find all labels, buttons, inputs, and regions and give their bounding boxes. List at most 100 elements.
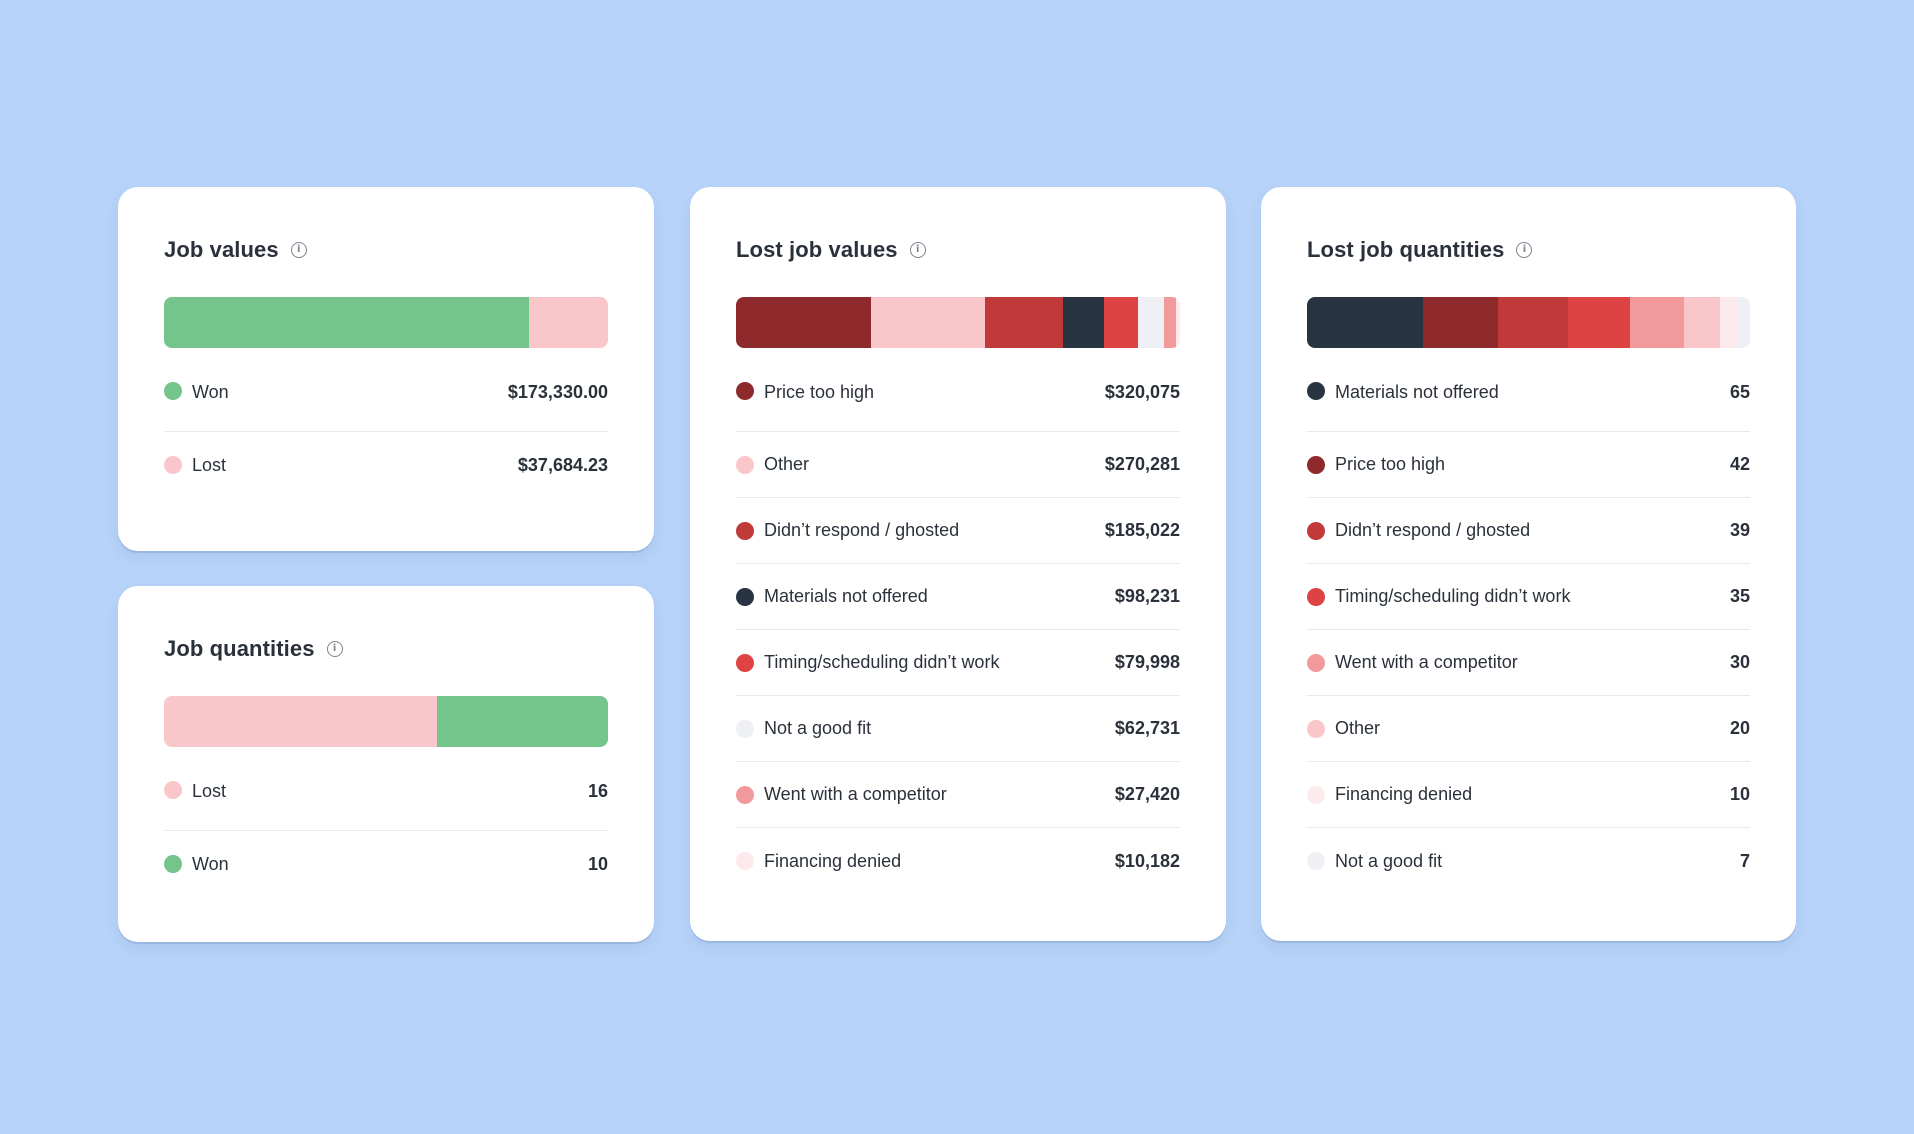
job-values-header: Job values i bbox=[164, 233, 608, 267]
legend-label: Went with a competitor bbox=[1335, 652, 1518, 672]
bar-segment bbox=[528, 297, 608, 348]
legend-dot-icon bbox=[1307, 719, 1325, 738]
legend-value: $320,075 bbox=[1104, 382, 1180, 402]
legend-dot-icon bbox=[164, 855, 182, 873]
bar-segment bbox=[1175, 297, 1180, 348]
legend-dot-icon bbox=[736, 719, 754, 738]
legend-value: 7 bbox=[1739, 850, 1750, 871]
legend-row: Price too high 42 bbox=[1307, 432, 1750, 498]
info-icon[interactable]: i bbox=[290, 242, 307, 258]
bar-segment bbox=[870, 297, 985, 348]
info-icon[interactable]: i bbox=[1516, 242, 1533, 258]
legend-row: Lost $37,684.23 bbox=[164, 432, 608, 498]
bar-segment bbox=[1498, 297, 1568, 348]
bar-segment bbox=[984, 297, 1063, 348]
legend-dot-icon bbox=[736, 587, 754, 606]
legend-row: Other $270,281 bbox=[736, 432, 1180, 498]
legend-row: Timing/scheduling didn’t work $79,998 bbox=[736, 630, 1180, 696]
legend-row: Not a good fit $62,731 bbox=[736, 696, 1180, 762]
legend-row: Went with a competitor $27,420 bbox=[736, 762, 1180, 828]
legend-dot-icon bbox=[164, 456, 182, 474]
legend-value: 10 bbox=[1729, 784, 1750, 804]
lost-job-values-header: Lost job values i bbox=[736, 233, 1180, 267]
job-quantities-stacked-bar bbox=[164, 696, 608, 747]
legend-row: Other 20 bbox=[1307, 696, 1750, 762]
legend-label: Won bbox=[192, 853, 229, 874]
legend-dot-icon bbox=[736, 852, 754, 870]
legend-row: Not a good fit 7 bbox=[1307, 828, 1750, 894]
legend-value: 42 bbox=[1729, 454, 1750, 474]
lost-job-quantities-header: Lost job quantities i bbox=[1307, 233, 1750, 267]
legend-label: Price too high bbox=[1335, 454, 1446, 474]
bar-segment bbox=[1307, 297, 1424, 348]
job-quantities-header: Job quantities i bbox=[164, 632, 608, 666]
bar-segment bbox=[1423, 297, 1499, 348]
legend-value: 39 bbox=[1729, 520, 1750, 540]
legend-value: $98,231 bbox=[1114, 586, 1180, 606]
legend-row: Financing denied 10 bbox=[1307, 762, 1750, 828]
job-values-title: Job values bbox=[164, 237, 279, 262]
legend-row: Lost 16 bbox=[164, 781, 608, 831]
legend-value: $185,022 bbox=[1104, 520, 1180, 540]
legend-dot-icon bbox=[164, 781, 182, 799]
legend-dot-icon bbox=[736, 455, 754, 474]
bar-segment bbox=[1737, 297, 1750, 348]
legend-dot-icon bbox=[736, 382, 754, 400]
job-quantities-legend: Lost 16 Won 10 bbox=[164, 781, 608, 897]
lost-job-values-stacked-bar bbox=[736, 297, 1180, 348]
bar-segment bbox=[164, 696, 438, 747]
bar-segment bbox=[1719, 297, 1738, 348]
job-values-legend: Won $173,330.00 Lost $37,684.23 bbox=[164, 382, 608, 498]
lost-job-values-legend: Price too high $320,075 Other $270,281 Didn’… bbox=[736, 382, 1180, 894]
legend-label: Didn’t respond / ghosted bbox=[1335, 520, 1531, 540]
lost-job-quantities-card: Lost job quantities i Materials not offe… bbox=[1261, 187, 1796, 941]
bar-segment bbox=[164, 297, 529, 348]
legend-dot-icon bbox=[1307, 785, 1325, 804]
legend-label: Lost bbox=[192, 781, 227, 801]
lost-job-quantities-title: Lost job quantities bbox=[1307, 237, 1505, 262]
legend-value: $37,684.23 bbox=[517, 454, 608, 475]
bar-segment bbox=[1630, 297, 1684, 348]
lost-job-values-card: Lost job values i Price too high $320,075… bbox=[690, 187, 1226, 941]
legend-dot-icon bbox=[164, 382, 182, 400]
job-quantities-card: Job quantities i Lost 16 Won 10 bbox=[118, 586, 654, 942]
legend-row: Materials not offered 65 bbox=[1307, 382, 1750, 432]
legend-label: Timing/scheduling didn’t work bbox=[1335, 586, 1571, 606]
legend-value: 16 bbox=[587, 781, 608, 801]
legend-label: Not a good fit bbox=[764, 718, 872, 738]
job-values-card: Job values i Won $173,330.00 Lost $37,684.2… bbox=[118, 187, 654, 551]
legend-label: Not a good fit bbox=[1335, 850, 1443, 871]
job-values-stacked-bar bbox=[164, 297, 608, 348]
bar-segment bbox=[1164, 297, 1176, 348]
legend-dot-icon bbox=[1307, 521, 1325, 540]
legend-row: Timing/scheduling didn’t work 35 bbox=[1307, 564, 1750, 630]
legend-dot-icon bbox=[1307, 653, 1325, 672]
bar-segment bbox=[1683, 297, 1720, 348]
legend-label: Other bbox=[764, 454, 810, 474]
legend-value: $27,420 bbox=[1114, 784, 1180, 804]
legend-dot-icon bbox=[736, 521, 754, 540]
legend-row: Won 10 bbox=[164, 831, 608, 897]
legend-row: Didn’t respond / ghosted 39 bbox=[1307, 498, 1750, 564]
legend-dot-icon bbox=[1307, 455, 1325, 474]
info-icon[interactable]: i bbox=[326, 641, 343, 657]
bar-segment bbox=[1137, 297, 1165, 348]
bar-segment bbox=[1104, 297, 1138, 348]
legend-label: Financing denied bbox=[1335, 784, 1473, 804]
legend-dot-icon bbox=[1307, 587, 1325, 606]
bar-segment bbox=[1567, 297, 1631, 348]
legend-value: 35 bbox=[1729, 586, 1750, 606]
lost-job-values-title: Lost job values bbox=[736, 237, 898, 262]
legend-label: Won bbox=[192, 382, 229, 402]
legend-label: Materials not offered bbox=[1335, 382, 1499, 402]
legend-dot-icon bbox=[1307, 852, 1325, 870]
bar-segment bbox=[437, 696, 608, 747]
legend-dot-icon bbox=[736, 785, 754, 804]
legend-dot-icon bbox=[1307, 382, 1325, 400]
info-icon[interactable]: i bbox=[909, 242, 926, 258]
legend-value: $173,330.00 bbox=[507, 382, 608, 402]
legend-label: Didn’t respond / ghosted bbox=[764, 520, 960, 540]
legend-value: 10 bbox=[587, 853, 608, 874]
lost-job-quantities-stacked-bar bbox=[1307, 297, 1750, 348]
legend-value: $10,182 bbox=[1114, 850, 1180, 871]
